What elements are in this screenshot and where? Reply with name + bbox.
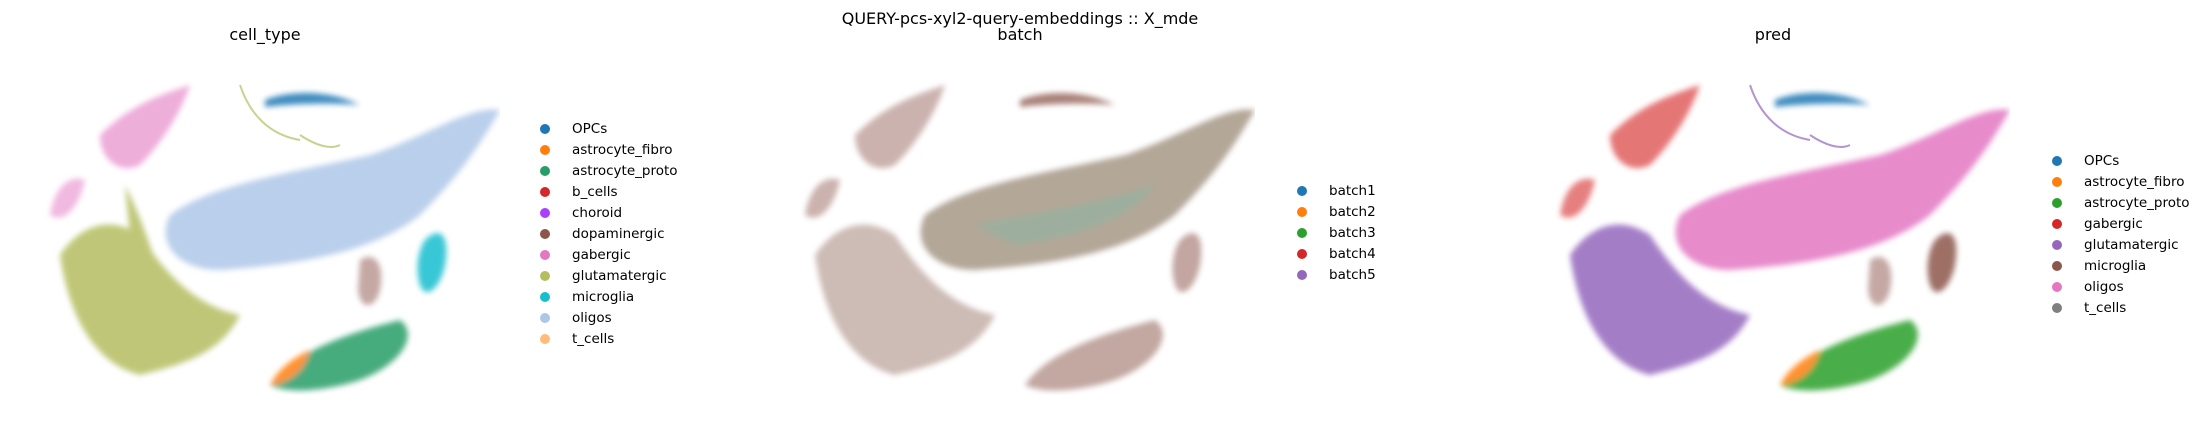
- legend-item: microglia: [540, 286, 678, 307]
- legend-item: astrocyte_fibro: [2052, 171, 2190, 192]
- legend-item: gabergic: [540, 244, 678, 265]
- legend-item: astrocyte_proto: [2052, 192, 2190, 213]
- legend-item: oligos: [540, 307, 678, 328]
- legend-marker: [540, 249, 550, 260]
- cluster-astrocyte-fibro: [270, 350, 310, 385]
- cluster-astrocytes: [270, 320, 408, 391]
- legend-pred: OPCs astrocyte_fibro astrocyte_proto gab…: [2052, 150, 2190, 318]
- scatter-plot-batch: [805, 85, 1255, 391]
- legend-item: t_cells: [2052, 297, 2190, 318]
- legend-marker: [2052, 176, 2062, 187]
- legend-item: batch2: [1297, 201, 1376, 222]
- legend-batch: batch1 batch2 batch3 batch4 batch5: [1297, 180, 1376, 285]
- legend-marker: [2052, 281, 2062, 292]
- legend-item: microglia: [2052, 255, 2190, 276]
- panel-title-cell-type: cell_type: [229, 25, 301, 44]
- legend-marker: [2052, 302, 2062, 313]
- legend-marker: [540, 186, 550, 197]
- legend-marker: [2052, 197, 2062, 208]
- legend-marker: [540, 312, 550, 323]
- legend-marker: [2052, 155, 2062, 166]
- legend-marker: [1297, 227, 1307, 238]
- legend-item: t_cells: [540, 328, 678, 349]
- legend-marker: [540, 165, 550, 176]
- legend-item: glutamatergic: [540, 265, 678, 286]
- legend-marker: [1297, 185, 1307, 196]
- scatter-plot-pred: [1560, 84, 2010, 391]
- cluster-oligos: [165, 109, 500, 270]
- legend-marker: [1297, 206, 1307, 217]
- figure-suptitle: QUERY-pcs-xyl2-query-embeddings :: X_mde: [841, 9, 1199, 28]
- legend-marker: [540, 144, 550, 155]
- legend-marker: [540, 123, 550, 134]
- legend-item: batch4: [1297, 243, 1376, 264]
- legend-item: b_cells: [540, 181, 678, 202]
- legend-marker: [540, 270, 550, 281]
- scatter-plot-cell-type: [50, 84, 500, 391]
- legend-marker: [540, 207, 550, 218]
- legend-item: batch3: [1297, 222, 1376, 243]
- cluster-gabergic: [100, 85, 190, 169]
- cluster-glutamatergic-arm: [125, 185, 160, 276]
- legend-item: OPCs: [540, 118, 678, 139]
- legend-marker: [540, 228, 550, 239]
- legend-marker: [540, 333, 550, 344]
- legend-marker: [540, 291, 550, 302]
- legend-item: gabergic: [2052, 213, 2190, 234]
- cluster-dopaminergic: [358, 256, 382, 305]
- panel-title-pred: pred: [1754, 25, 1792, 44]
- legend-marker: [2052, 260, 2062, 271]
- panel-title-batch: batch: [997, 25, 1043, 44]
- legend-item: glutamatergic: [2052, 234, 2190, 255]
- cluster-gabergic-left: [50, 178, 85, 218]
- legend-item: oligos: [2052, 276, 2190, 297]
- legend-marker: [2052, 218, 2062, 229]
- legend-marker: [2052, 239, 2062, 250]
- legend-item: dopaminergic: [540, 223, 678, 244]
- legend-item: batch5: [1297, 264, 1376, 285]
- legend-marker: [1297, 248, 1307, 259]
- legend-item: OPCs: [2052, 150, 2190, 171]
- legend-item: choroid: [540, 202, 678, 223]
- legend-item: astrocyte_fibro: [540, 139, 678, 160]
- legend-marker: [1297, 269, 1307, 280]
- cluster-opcs: [265, 93, 360, 107]
- cluster-microglia: [417, 233, 447, 293]
- legend-cell-type: OPCs astrocyte_fibro astrocyte_proto b_c…: [540, 118, 678, 349]
- cluster-glutamatergic: [60, 224, 240, 375]
- legend-item: astrocyte_proto: [540, 160, 678, 181]
- legend-item: batch1: [1297, 180, 1376, 201]
